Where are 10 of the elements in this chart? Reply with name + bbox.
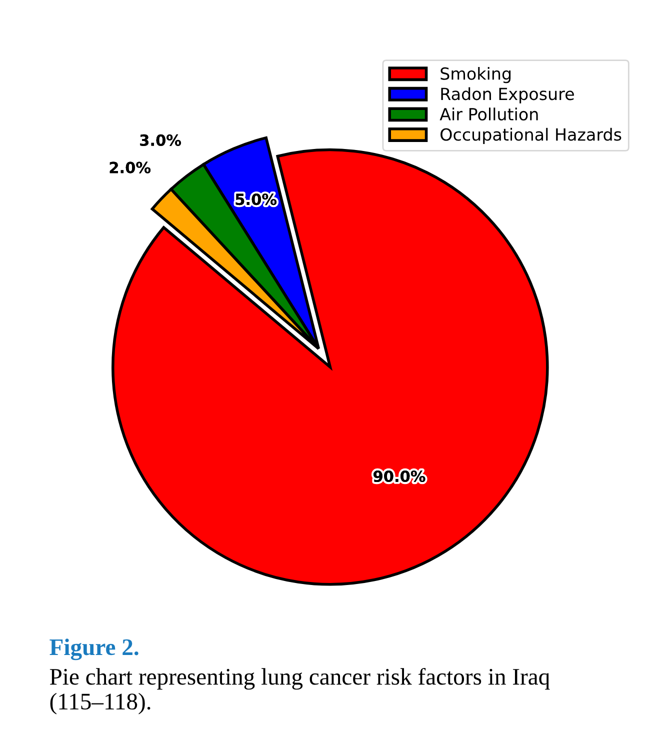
- data-label: 5.0%: [236, 194, 277, 206]
- caption: Figure 2.: [50, 638, 138, 660]
- legend-label: Air Pollution: [440, 108, 538, 121]
- legend-label: Occupational Hazards: [440, 128, 622, 144]
- legend-label: Radon Exposure: [441, 87, 574, 104]
- data-label: 2.0%: [110, 162, 151, 174]
- data-label: 90.0%: [374, 470, 426, 482]
- legend-label: Smoking: [440, 67, 511, 84]
- text: Pie chart representing lung cancer risk factors in Iraq (115–118).: [50, 668, 550, 714]
- data-label: 3.0%: [140, 134, 181, 146]
